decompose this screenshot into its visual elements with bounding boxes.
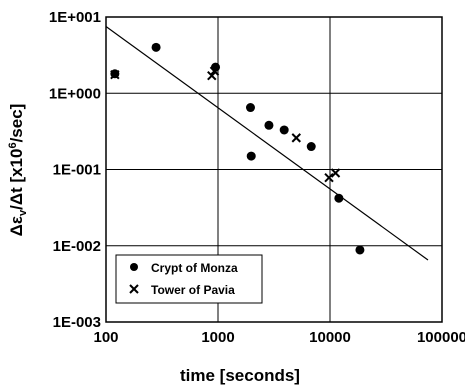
x-tick-label: 100000 (417, 329, 465, 346)
data-point-circle (355, 245, 365, 255)
data-point-circle (334, 193, 344, 203)
data-point-x (207, 70, 217, 81)
data-point-x (330, 168, 341, 178)
data-point-x (209, 66, 220, 76)
plot-area-frame (105, 16, 443, 323)
data-point-circle (279, 125, 289, 135)
data-point-circle (306, 142, 316, 152)
x-axis-label: time [seconds] (180, 366, 300, 385)
y-tick-labels: 1E+001 1E+000 1E-001 1E-002 1E-003 (49, 9, 101, 331)
y-tick-label: 1E+001 (49, 9, 101, 26)
legend-marker-tower-of-pavia (129, 284, 139, 294)
x-tick-label: 1000 (201, 329, 234, 346)
legend-label-tower-of-pavia: Tower of Pavia (151, 283, 235, 297)
data-points (110, 42, 365, 255)
x-tick-label: 100 (93, 329, 118, 346)
y-axis-label: Δεv/Δt [x106/sec] (7, 104, 29, 237)
data-point-x (110, 70, 120, 80)
y-tick-label: 1E-001 (53, 162, 101, 179)
legend-marker-crypt-of-monza (130, 263, 138, 271)
y-tick-label: 1E-002 (53, 238, 101, 255)
data-point-circle (264, 120, 274, 130)
x-tick-labels: 100 1000 10000 100000 (93, 329, 465, 346)
legend: Crypt of Monza Tower of Pavia (115, 254, 263, 304)
data-point-circle (246, 151, 256, 161)
legend-box (115, 254, 263, 304)
y-tick-label: 1E-003 (53, 314, 101, 331)
data-point-circle (245, 103, 255, 113)
x-tick-label: 10000 (309, 329, 351, 346)
data-point-x (291, 133, 301, 143)
data-point-x (324, 173, 334, 183)
y-tick-label: 1E+000 (49, 85, 101, 102)
legend-label-crypt-of-monza: Crypt of Monza (151, 261, 238, 275)
trendline-group (105, 26, 429, 261)
data-point-circle (151, 42, 161, 52)
trendline (105, 26, 429, 261)
